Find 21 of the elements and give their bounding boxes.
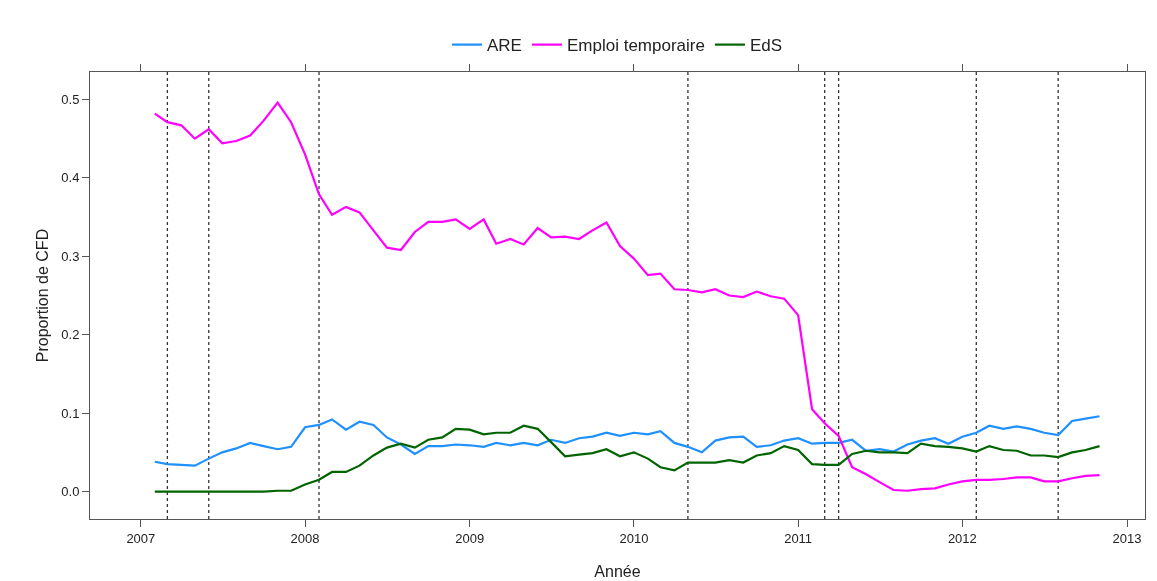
x-tick-label: 2007	[126, 530, 156, 546]
y-axis-title: Proportion de CFD	[34, 228, 51, 363]
x-tick-label: 2008	[290, 530, 320, 546]
y-tick-label: 0.3	[61, 248, 80, 264]
y-tick-label: 0.1	[61, 405, 80, 421]
y-tick-label: 0.0	[61, 484, 80, 500]
legend-label: EdS	[749, 36, 783, 56]
legend-label: ARE	[487, 36, 522, 56]
y-tick-label: 0.4	[61, 170, 80, 186]
y-tick-label: 0.2	[61, 327, 80, 343]
x-axis-title: Année	[594, 563, 641, 580]
x-tick-label: 2009	[455, 530, 485, 546]
line-series	[153, 101, 1101, 492]
x-tick-label: 2010	[619, 530, 649, 546]
legend-label: Emploi temporaire	[566, 36, 705, 56]
x-tick-label: 2012	[947, 530, 977, 546]
y-tick-label: 0.5	[61, 92, 80, 107]
x-tick-label: 2011	[784, 530, 813, 546]
x-tick-label: 2013	[1112, 530, 1142, 546]
line-series	[153, 415, 1101, 467]
line-series	[153, 424, 1101, 493]
